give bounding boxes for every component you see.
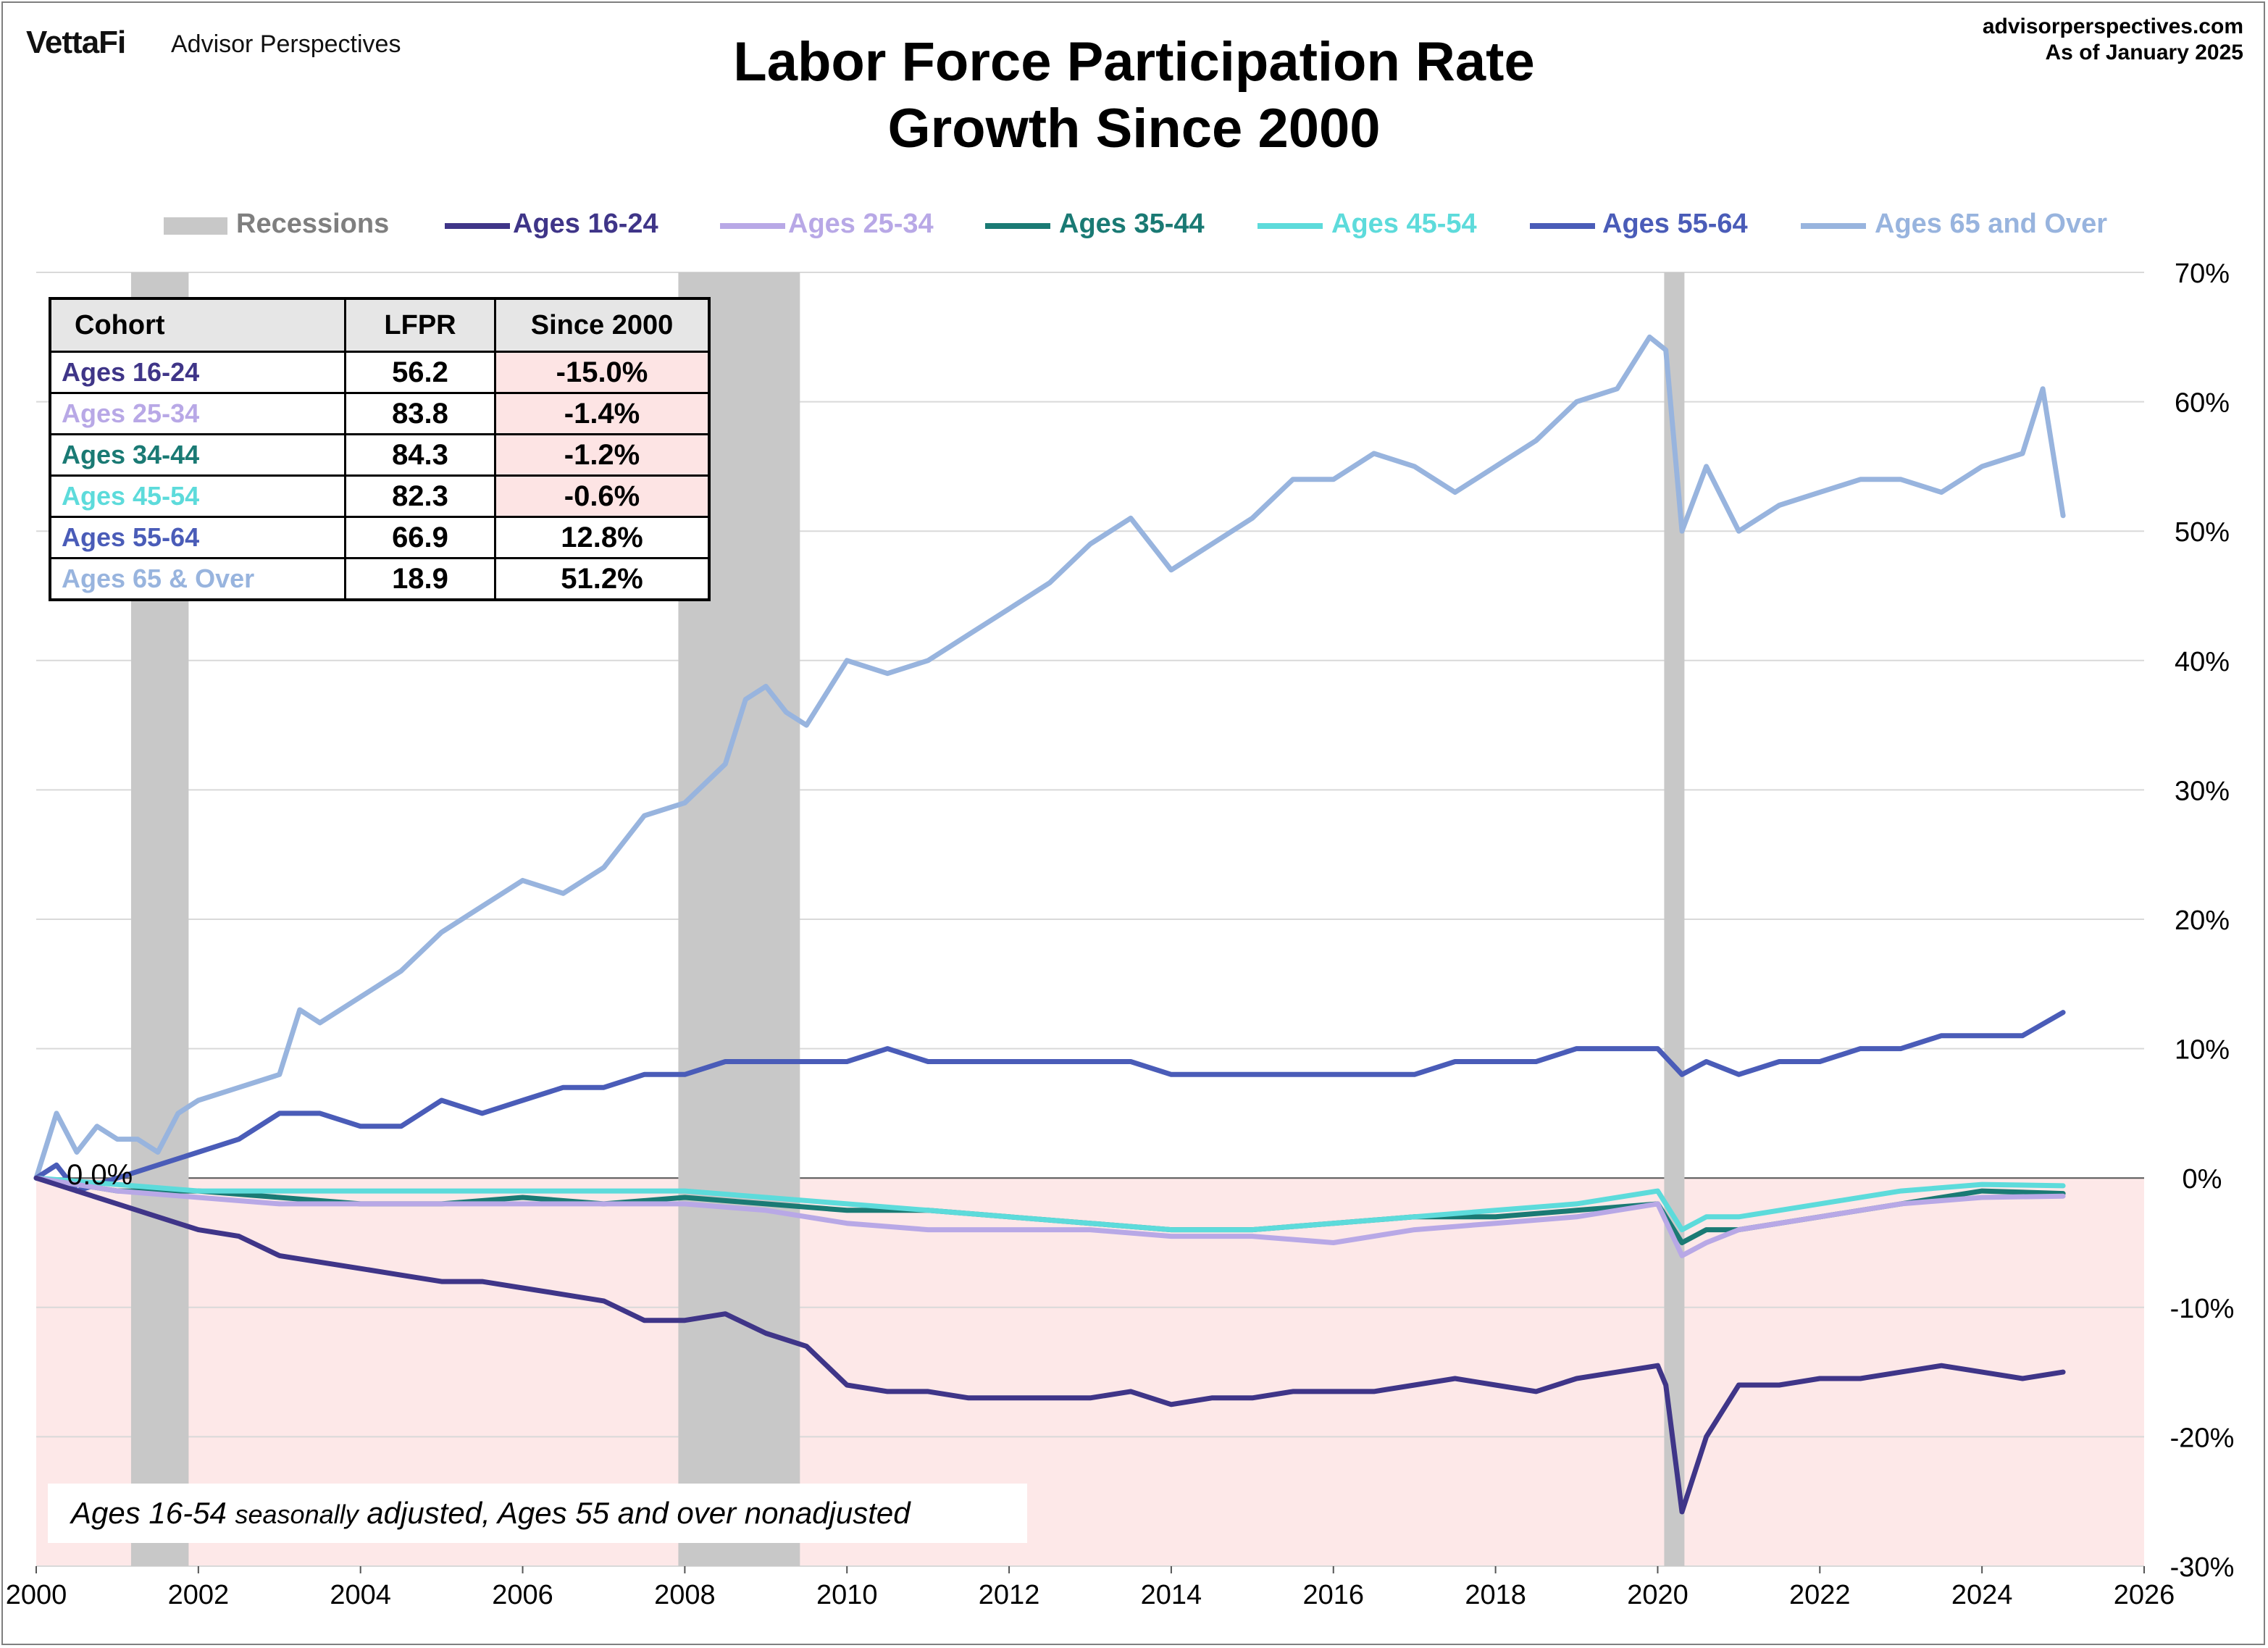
table-cell-since: -1.2% (494, 433, 711, 477)
legend-swatch-35-44 (985, 223, 1050, 229)
table-cell-since: 12.8% (494, 516, 711, 559)
table-cell-lfpr: 66.9 (344, 516, 496, 559)
y-tick-label: 20% (2175, 905, 2230, 936)
legend-label-16-24: Ages 16-24 (513, 209, 658, 239)
y-tick-label: 70% (2175, 259, 2230, 289)
x-axis: 2000 2002 2004 2006 2008 2010 2012 2014 2016 2018… (6, 1566, 2175, 1610)
table-header-lfpr: LFPR (344, 297, 496, 353)
table-row: Ages 45-54 82.3 -0.6% (49, 474, 711, 518)
legend-swatch-recessions (164, 217, 227, 235)
table-row: Ages 34-44 84.3 -1.2% (49, 433, 711, 477)
y-tick-label: 0% (2183, 1164, 2222, 1195)
x-tick-label: 2006 (492, 1580, 553, 1610)
table-cell-lfpr: 84.3 (344, 433, 496, 477)
table-cell-lfpr: 82.3 (344, 474, 496, 518)
y-tick-label: 60% (2175, 388, 2230, 419)
legend-label-25-34: Ages 25-34 (788, 209, 934, 239)
legend-label-recessions: Recessions (236, 209, 390, 239)
source-url: advisorperspectives.com (1982, 14, 2243, 38)
legend-label-35-44: Ages 35-44 (1059, 209, 1205, 239)
table-cell-lfpr: 56.2 (344, 351, 496, 394)
x-tick-label: 2022 (1789, 1580, 1851, 1610)
footnote-part3: adjusted, Ages 55 and over nonadjusted (358, 1496, 911, 1530)
table-cell-cohort: Ages 25-34 (49, 392, 346, 435)
series-line-ages-16-24 (33, 1175, 2066, 1515)
table-header-since: Since 2000 (494, 297, 711, 353)
footnote-part1: Ages 16-54 (71, 1496, 235, 1530)
recession-band (1664, 272, 1685, 1566)
table-row: Ages 16-24 56.2 -15.0% (49, 351, 711, 394)
legend-swatch-45-54 (1258, 223, 1323, 229)
series-lines (33, 334, 2066, 1515)
chart-title-line2: Growth Since 2000 (887, 98, 1381, 159)
table-cell-lfpr: 18.9 (344, 557, 496, 601)
footnote: Ages 16-54 seasonally adjusted, Ages 55 … (48, 1484, 1027, 1543)
table-cell-cohort: Ages 65 & Over (49, 557, 346, 601)
table-header-row: Cohort LFPR Since 2000 (49, 297, 711, 353)
x-tick-label: 2008 (654, 1580, 716, 1610)
table-cell-cohort: Ages 16-24 (49, 351, 346, 394)
footnote-part2: seasonally (235, 1499, 359, 1529)
series-line-ages-55-64 (33, 1010, 2066, 1194)
table-cell-since: -15.0% (494, 351, 711, 394)
y-tick-label: 40% (2175, 647, 2230, 677)
x-tick-label: 2018 (1465, 1580, 1526, 1610)
brand-subtitle: Advisor Perspectives (171, 30, 401, 58)
x-tick-label: 2004 (330, 1580, 391, 1610)
table-cell-cohort: Ages 34-44 (49, 433, 346, 477)
legend-swatch-16-24 (445, 223, 510, 229)
series-line-ages-45-54 (33, 1175, 2066, 1233)
brand-logo: VettaFi (26, 25, 126, 60)
table-cell-cohort: Ages 45-54 (49, 474, 346, 518)
table-row: Ages 25-34 83.8 -1.4% (49, 392, 711, 435)
table-cell-lfpr: 83.8 (344, 392, 496, 435)
legend-swatch-55-64 (1530, 223, 1595, 229)
chart-legend: Recessions Ages 16-24 Ages 25-34 Ages 35… (0, 203, 2268, 246)
table-cell-cohort: Ages 55-64 (49, 516, 346, 559)
y-tick-label: -20% (2170, 1423, 2235, 1453)
table-cell-since: 51.2% (494, 557, 711, 601)
x-tick-label: 2016 (1302, 1580, 1364, 1610)
y-tick-label: 30% (2175, 776, 2230, 806)
y-tick-label: 10% (2175, 1035, 2230, 1066)
summary-table: Cohort LFPR Since 2000 Ages 16-24 56.2 -15… (49, 297, 711, 601)
table-row: Ages 65 & Over 18.9 51.2% (49, 557, 711, 601)
x-tick-label: 2010 (816, 1580, 878, 1610)
legend-label-65-over: Ages 65 and Over (1875, 209, 2108, 239)
legend-label-55-64: Ages 55-64 (1602, 209, 1748, 239)
legend-label-45-54: Ages 45-54 (1331, 209, 1477, 239)
as-of-date: As of January 2025 (2045, 41, 2243, 64)
x-tick-label: 2026 (2114, 1580, 2175, 1610)
x-tick-label: 2020 (1627, 1580, 1689, 1610)
y-tick-label: -30% (2170, 1552, 2235, 1583)
zero-value-label: 0.0% (67, 1159, 133, 1191)
y-tick-label: 50% (2175, 517, 2230, 548)
y-axis: -30% -20% -10% 0% 10% 20% 30% 40% 50% 60% 70% (2170, 259, 2235, 1583)
legend-swatch-25-34 (720, 223, 785, 229)
series-line-ages-25-34 (33, 1175, 2066, 1258)
x-tick-label: 2014 (1141, 1580, 1202, 1610)
x-tick-label: 2012 (979, 1580, 1040, 1610)
chart-title-line1: Labor Force Participation Rate (733, 31, 1535, 93)
table-cell-since: -0.6% (494, 474, 711, 518)
legend-swatch-65-over (1801, 223, 1866, 229)
table-header-cohort: Cohort (49, 297, 346, 353)
x-tick-label: 2002 (168, 1580, 230, 1610)
x-tick-label: 2024 (1951, 1580, 2013, 1610)
x-tick-label: 2000 (6, 1580, 67, 1610)
series-line-ages-65-and-over (33, 334, 2066, 1181)
table-row: Ages 55-64 66.9 12.8% (49, 516, 711, 559)
table-cell-since: -1.4% (494, 392, 711, 435)
y-tick-label: -10% (2170, 1294, 2235, 1324)
